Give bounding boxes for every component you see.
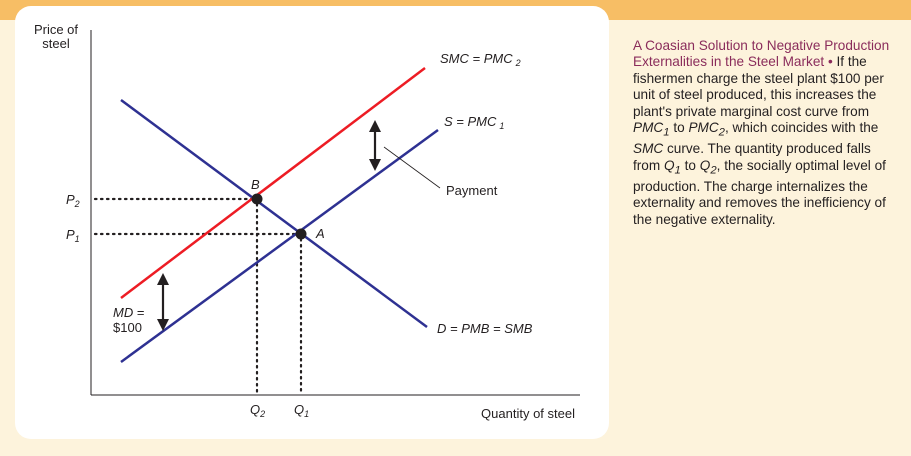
md-value: $100 [113, 320, 142, 335]
caption-pmc2: PMC2 [688, 120, 725, 139]
smc-curve-pmc2 [120, 67, 426, 299]
caption-pmc1: PMC1 [633, 120, 670, 139]
caption-text-3: curve. The quantity produced falls from [633, 141, 871, 173]
figure-caption: A Coasian Solution to Negative Productio… [633, 38, 898, 228]
payment-label: Payment [446, 183, 498, 198]
point-b-label: B [251, 177, 260, 192]
demand-curve-label: D = PMB = SMB [437, 321, 533, 336]
point-a-marker [295, 228, 307, 240]
md-label: MD = [113, 305, 144, 320]
payment-arrow-head-up [369, 120, 381, 132]
y-axis-label-1: Price of [34, 22, 78, 37]
demand-curve [120, 98, 428, 329]
smc-curve-label: SMC = PMC 2 [440, 51, 521, 68]
caption-to: to [673, 120, 685, 136]
p1-label: P1 [66, 227, 80, 244]
caption-smc: SMC [633, 141, 664, 157]
payment-leader [383, 146, 441, 189]
y-axis-label-2: steel [42, 36, 70, 51]
q2-label: Q2 [250, 402, 265, 419]
x-axis-label: Quantity of steel [481, 406, 575, 421]
point-a-label: A [315, 226, 325, 241]
md-arrow-head-down [157, 319, 169, 331]
caption-text-2: , which coincides with the [724, 120, 879, 136]
supply-curve-pmc1 [120, 128, 439, 364]
caption-to-2: to [684, 157, 696, 173]
p2-label: P2 [66, 192, 80, 209]
caption-bullet: • [827, 54, 833, 70]
point-b-marker [251, 193, 263, 205]
supply-curve-label: S = PMC 1 [444, 114, 504, 131]
caption-text-4: , the socially optimal level of producti… [633, 157, 886, 227]
caption-title: A Coasian Solution to Negative Productio… [633, 38, 890, 70]
caption-q2: Q2 [699, 157, 717, 177]
caption-text-1: If the fishermen charge the steel plant … [633, 54, 884, 119]
q1-label: Q1 [294, 402, 309, 419]
md-arrow-head-up [157, 273, 169, 285]
caption-q1: Q1 [663, 157, 681, 177]
payment-arrow-head-down [369, 159, 381, 171]
